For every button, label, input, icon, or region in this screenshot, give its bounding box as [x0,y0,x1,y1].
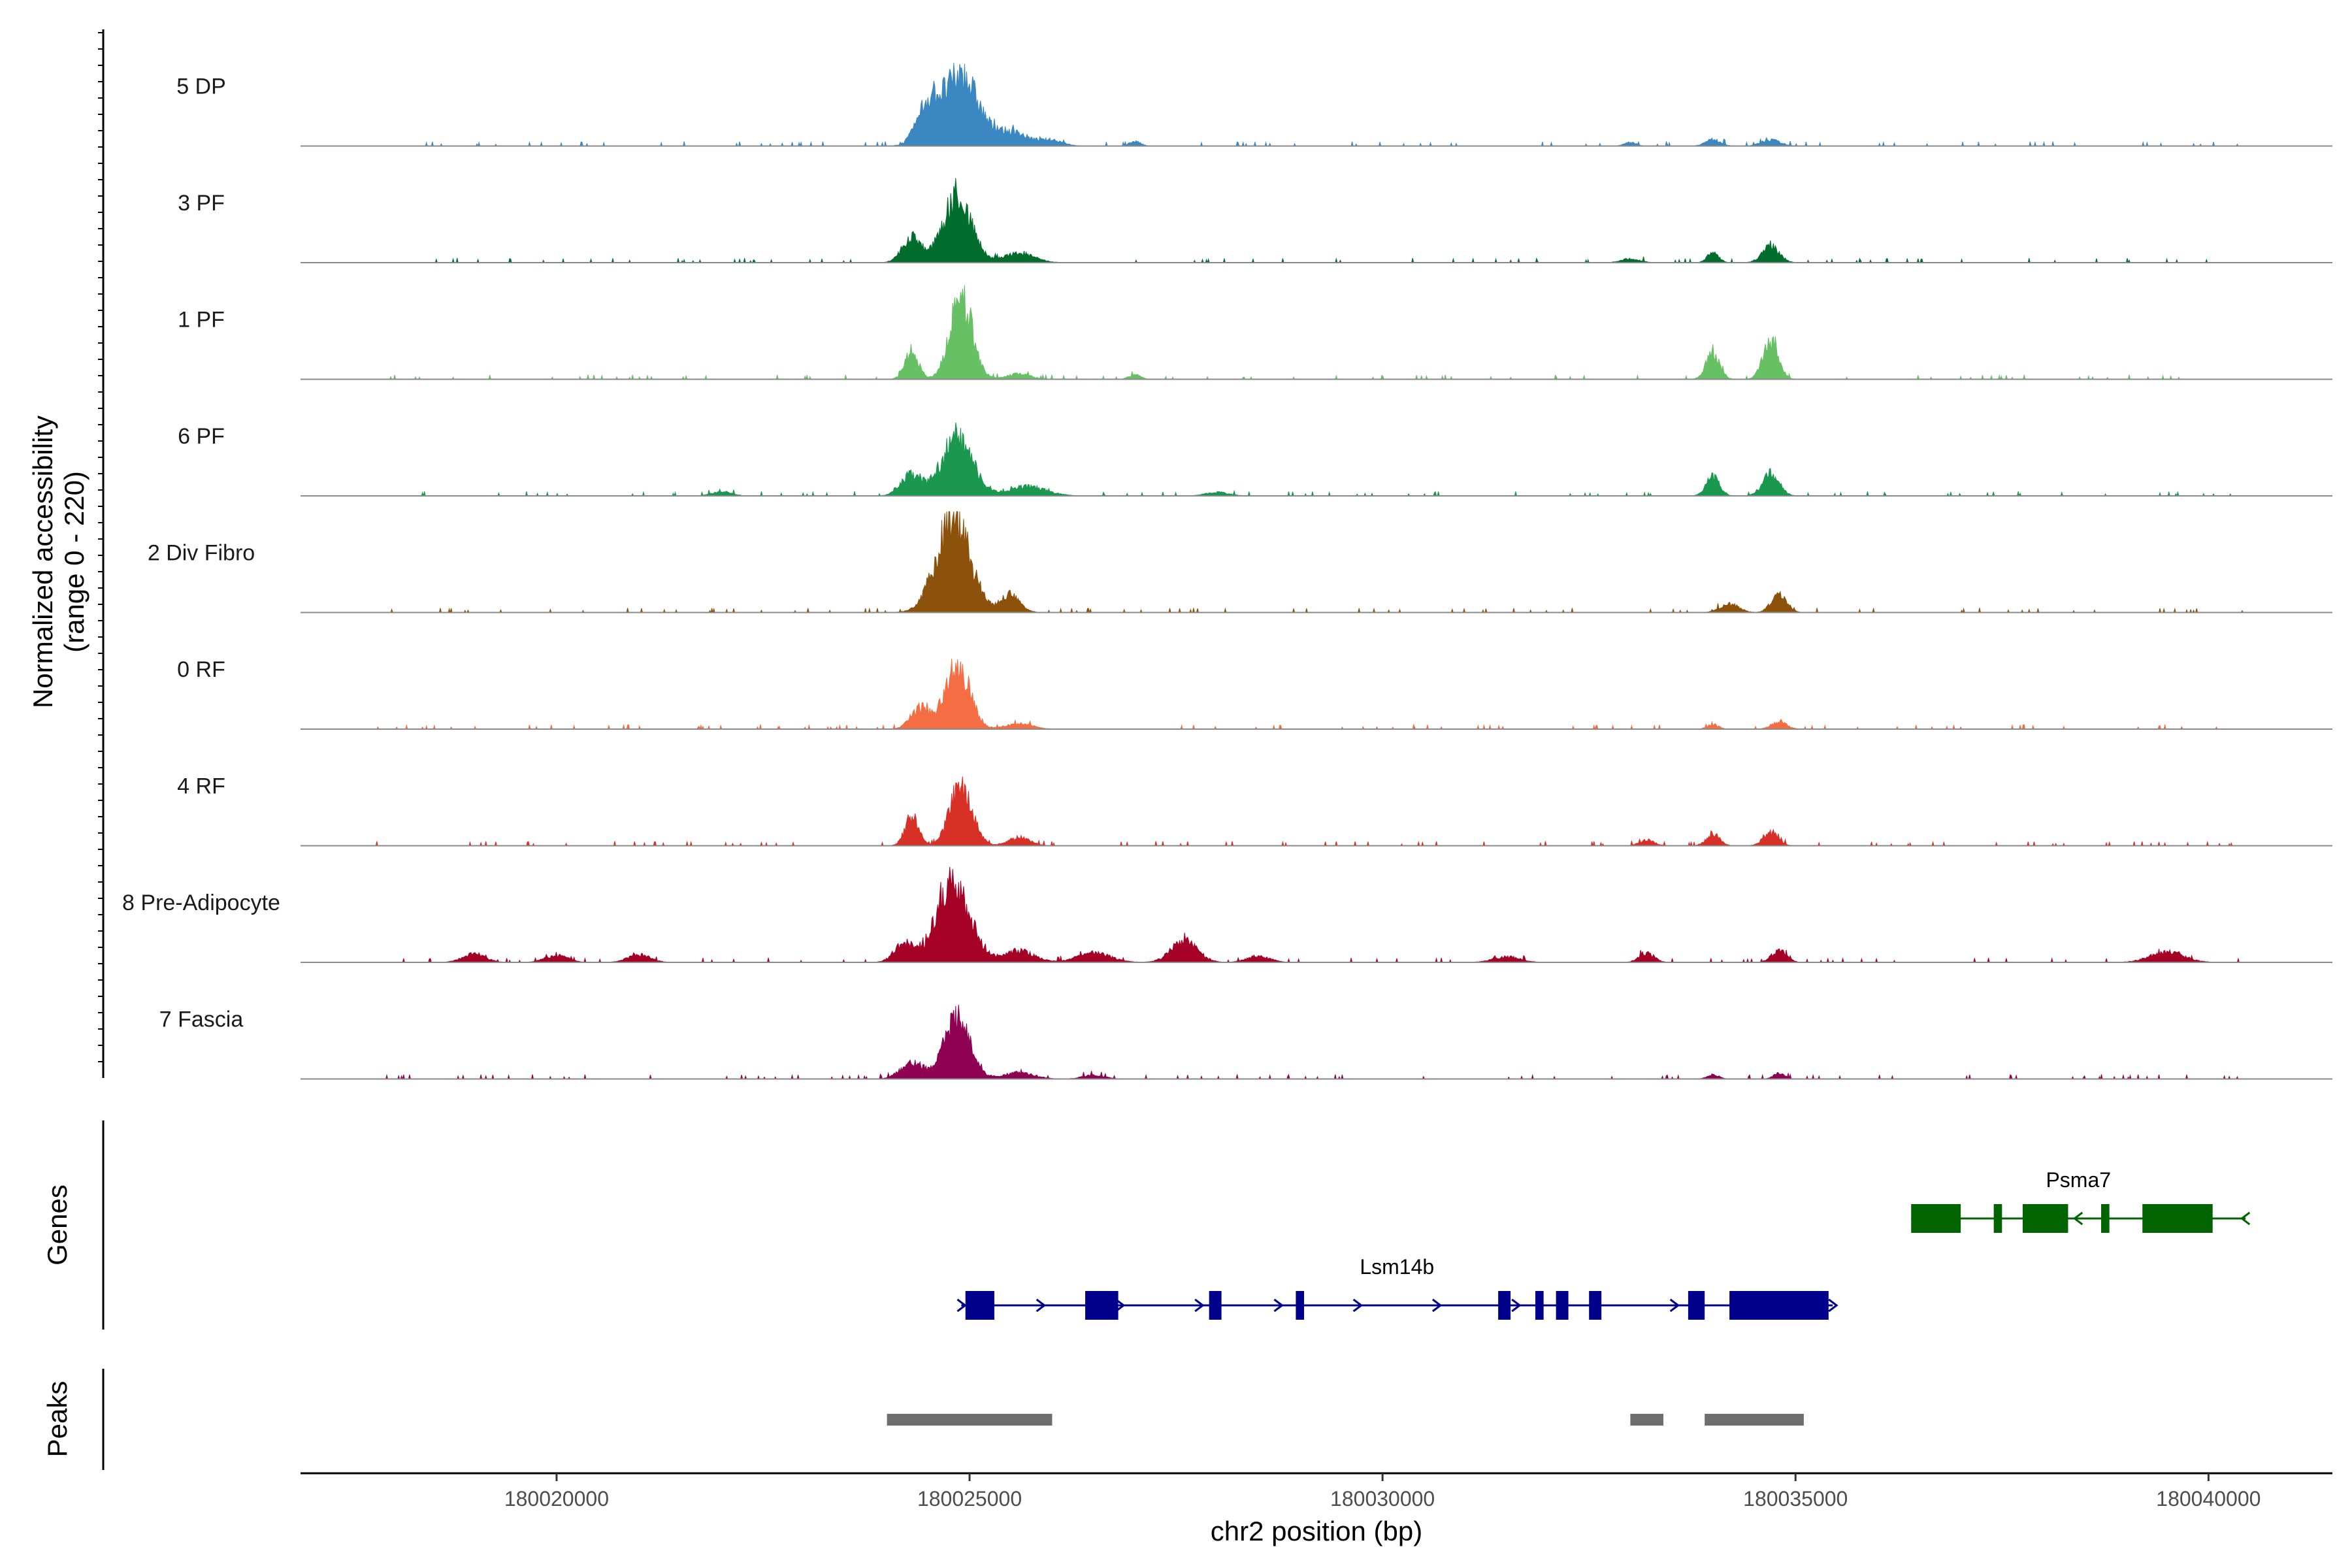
track-label: 1 PF [178,308,225,333]
strand-arrow [1036,1298,1047,1313]
gene-label: Lsm14b [1360,1255,1434,1279]
gene-exon [2022,1204,2068,1233]
gene-exon [965,1291,994,1320]
track-label: 2 Div Fibro [148,541,255,566]
track-4: 6 PF [178,422,2332,497]
coverage-area [374,63,2246,148]
gene-psma7: Psma7 [1911,1168,2251,1233]
x-axis-tick-label: 180020000 [504,1487,609,1511]
peaks-panel-title: Peaks [42,1381,73,1458]
strand-arrow [1115,1298,1126,1313]
gene-exon [1498,1291,1511,1320]
peak-region [1630,1414,1663,1426]
track-label: 4 RF [177,774,225,799]
coverage-area [374,511,2246,614]
x-axis-tick-label: 180040000 [2156,1487,2261,1511]
x-axis: 180020000 180025000 180030000 180035000 1800… [301,1472,2332,1546]
strand-arrow [1352,1298,1364,1313]
coverage-area [374,178,2246,264]
coverage-y-axis-ticks [98,32,103,1062]
gene-exon [1085,1291,1119,1320]
coverage-area [374,422,2246,497]
coverage-tracks: 5 DP 3 PF 1 PF 6 PF 2 Div Fibro 0 RF 4 RF 8 Pre… [122,63,2332,1081]
peak-region [887,1414,1053,1426]
coverage-y-axis: Normalized accessibility (range 0 - 220) [27,29,105,1078]
strand-arrow [956,1298,967,1313]
gene-exon [1911,1204,1961,1233]
gene-exon [1296,1291,1305,1320]
gene-exon [2101,1204,2110,1233]
gene-exon [2142,1204,2213,1233]
track-9: 7 Fascia [159,1004,2332,1081]
track-label: 6 PF [178,424,225,449]
track-label: 0 RF [177,657,225,682]
strand-arrow [1273,1298,1284,1313]
x-axis-title: chr2 position (bp) [1211,1516,1423,1546]
coverage-area [374,776,2246,847]
gene-exon [1589,1291,1602,1320]
strand-arrow [1194,1298,1205,1313]
strand-arrow [1511,1298,1522,1313]
x-axis-tick-label: 180035000 [1743,1487,1848,1511]
track-8: 8 Pre-Adipocyte [122,867,2332,963]
track-6: 0 RF [177,657,2332,730]
peak-region [1705,1414,1804,1426]
coverage-area [374,285,2246,381]
gene-exon [1535,1291,1544,1320]
genes-panel-title: Genes [42,1184,73,1266]
gene-exon [1993,1204,2002,1233]
strand-arrow [1828,1298,1838,1313]
track-label: 8 Pre-Adipocyte [122,890,280,915]
coverage-y-axis-range: (range 0 - 220) [59,471,90,653]
track-2: 3 PF [178,178,2332,264]
peak-regions [887,1414,1804,1426]
gene-exon [1556,1291,1569,1320]
track-1: 5 DP [176,63,2332,148]
x-axis-ticks: 180020000 180025000 180030000 180035000 1800… [504,1473,2261,1511]
x-axis-tick-label: 180025000 [917,1487,1022,1511]
strand-arrow [1431,1298,1443,1313]
strand-arrow [1669,1298,1680,1313]
track-3: 1 PF [178,285,2332,381]
gene-exon [1729,1291,1829,1320]
track-label: 5 DP [176,74,226,99]
strand-arrow [2240,1211,2251,1226]
x-axis-tick-label: 180030000 [1330,1487,1435,1511]
track-7: 4 RF [177,774,2332,847]
genes-panel: Genes Lsm14b Psma7 [42,1120,2251,1330]
gene-label: Psma7 [2046,1168,2111,1192]
peaks-panel: Peaks [42,1369,1804,1470]
track-label: 7 Fascia [159,1007,244,1032]
gene-models: Lsm14b Psma7 [956,1168,2251,1320]
track-5: 2 Div Fibro [148,511,2332,614]
gene-lsm14b: Lsm14b [956,1255,1838,1320]
coverage-area [374,867,2246,963]
coverage-y-axis-title: Normalized accessibility [27,416,58,708]
gene-exon [1209,1291,1222,1320]
track-label: 3 PF [178,191,225,216]
gene-exon [1688,1291,1705,1320]
coverage-area [374,1004,2246,1081]
strand-arrow [2072,1211,2083,1226]
coverage-area [374,659,2246,730]
